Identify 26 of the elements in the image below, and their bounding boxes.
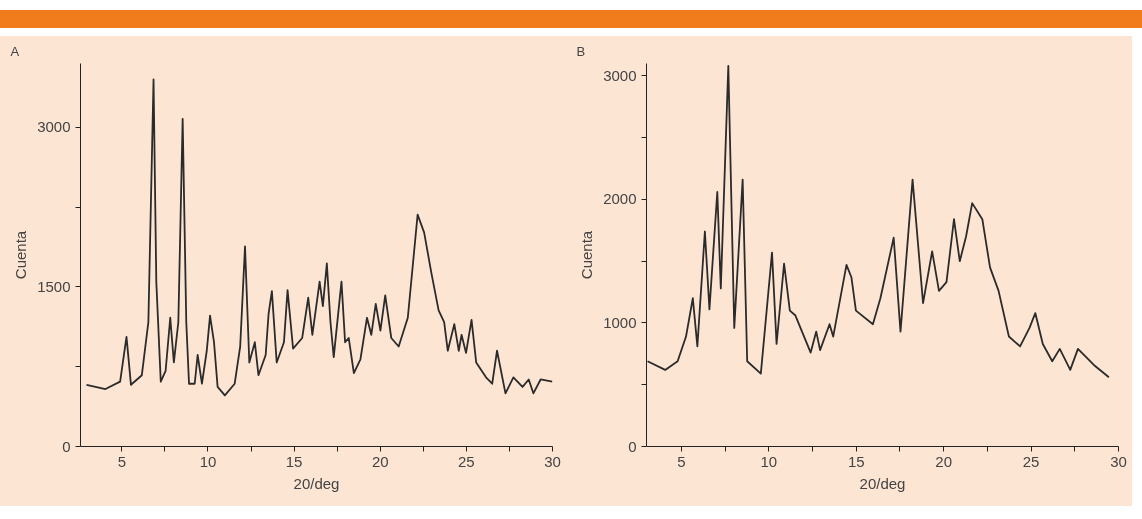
x-tick-label: 20 xyxy=(371,452,389,470)
x-tick-label: 10 xyxy=(760,452,778,470)
x-tick-label: 10 xyxy=(199,452,217,470)
y-tick-label: 0 xyxy=(62,437,71,455)
x-tick-label: 20 xyxy=(935,452,953,470)
x-tick-label: 15 xyxy=(285,452,303,470)
y-tick-label: 3000 xyxy=(37,118,71,136)
y-tick-label: 1500 xyxy=(37,277,71,295)
y-tick-label: 3000 xyxy=(603,66,637,84)
x-axis-title: 20/deg xyxy=(293,474,340,492)
x-tick-label: 25 xyxy=(1022,452,1040,470)
x-tick-label: 5 xyxy=(117,452,127,470)
y-tick-label: 2000 xyxy=(603,190,637,208)
y-tick-label: 0 xyxy=(628,437,637,455)
x-tick-label: 25 xyxy=(458,452,475,470)
x-tick-label: 30 xyxy=(544,452,561,470)
y-axis-title: Cuenta xyxy=(578,230,596,280)
x-tick-label: 5 xyxy=(677,452,686,470)
chart-title: A xyxy=(10,43,20,59)
y-axis-title: Cuenta xyxy=(12,230,30,280)
y-tick-label: 1000 xyxy=(603,313,637,331)
x-tick-label: 15 xyxy=(847,452,865,470)
chart-title: B xyxy=(576,43,586,59)
line-series xyxy=(85,78,553,397)
x-tick-label: 30 xyxy=(1110,452,1127,470)
x-axis-title: 20/deg xyxy=(859,474,906,492)
